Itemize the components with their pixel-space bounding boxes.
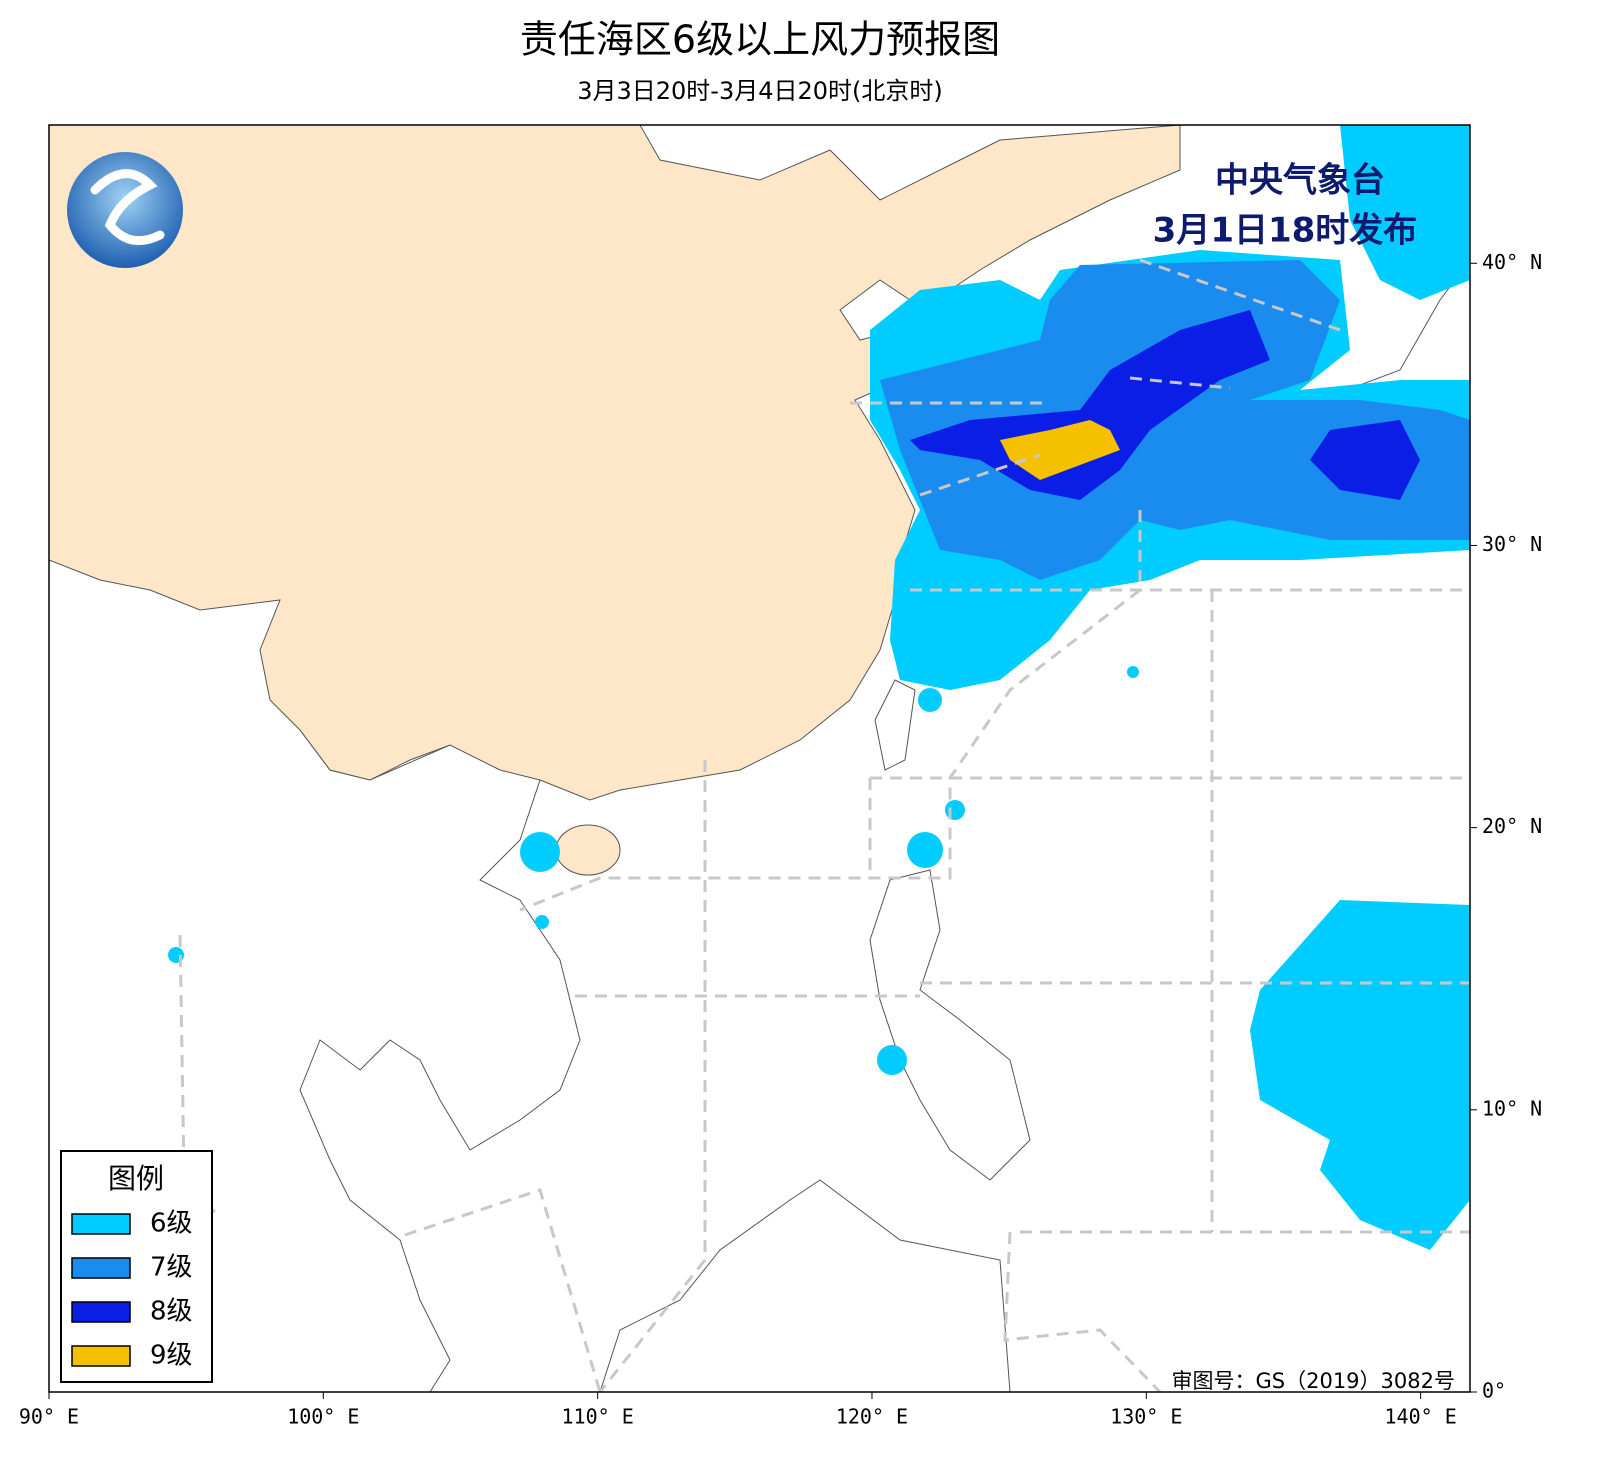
x-tick-label: 90° E [19, 1405, 79, 1429]
legend-swatch [71, 1301, 131, 1323]
issuer-line: 中央气象台 [1215, 161, 1385, 201]
sea-area-boundaries [178, 258, 1470, 1392]
x-tick-label: 120° E [836, 1405, 908, 1429]
legend-label: 6级 [150, 1209, 193, 1239]
china-land [49, 125, 1181, 801]
x-tick-label: 110° E [562, 1405, 634, 1429]
legend-title: 图例 [108, 1162, 164, 1195]
borneo [599, 1179, 1011, 1392]
approval-number: 审图号：GS（2019）3082号 [1172, 1369, 1456, 1393]
taiwan [874, 679, 916, 771]
map-body [49, 125, 1470, 1392]
issuer-line: 3月1日18时发布 [1153, 211, 1418, 251]
title: 责任海区6级以上风力预报图 [520, 18, 1000, 62]
y-tick-label: 0° [1482, 1379, 1506, 1403]
map-frame [48, 124, 1471, 1393]
logo [67, 152, 183, 268]
legend: 图例 6级 7级 8级 9级 [60, 1150, 213, 1383]
legend-swatch [71, 1213, 131, 1235]
legend-label: 7级 [150, 1253, 193, 1283]
legend-swatch [71, 1345, 131, 1367]
legend-swatch [71, 1257, 131, 1279]
subtitle: 3月3日20时-3月4日20时(北京时) [577, 77, 943, 105]
philippines [869, 869, 1031, 1181]
x-tick-label: 100° E [287, 1405, 359, 1429]
x-tick-label: 130° E [1110, 1405, 1182, 1429]
y-tick-label: 10° N [1482, 1096, 1542, 1120]
y-tick-label: 40° N [1482, 250, 1542, 274]
wind-zones [168, 125, 1470, 1250]
legend-label: 8级 [150, 1297, 193, 1327]
x-tick-label: 140° E [1384, 1405, 1456, 1429]
legend-label: 9级 [150, 1341, 193, 1371]
y-tick-label: 30° N [1482, 532, 1542, 556]
y-tick-label: 20° N [1482, 814, 1542, 838]
hainan [555, 824, 621, 876]
